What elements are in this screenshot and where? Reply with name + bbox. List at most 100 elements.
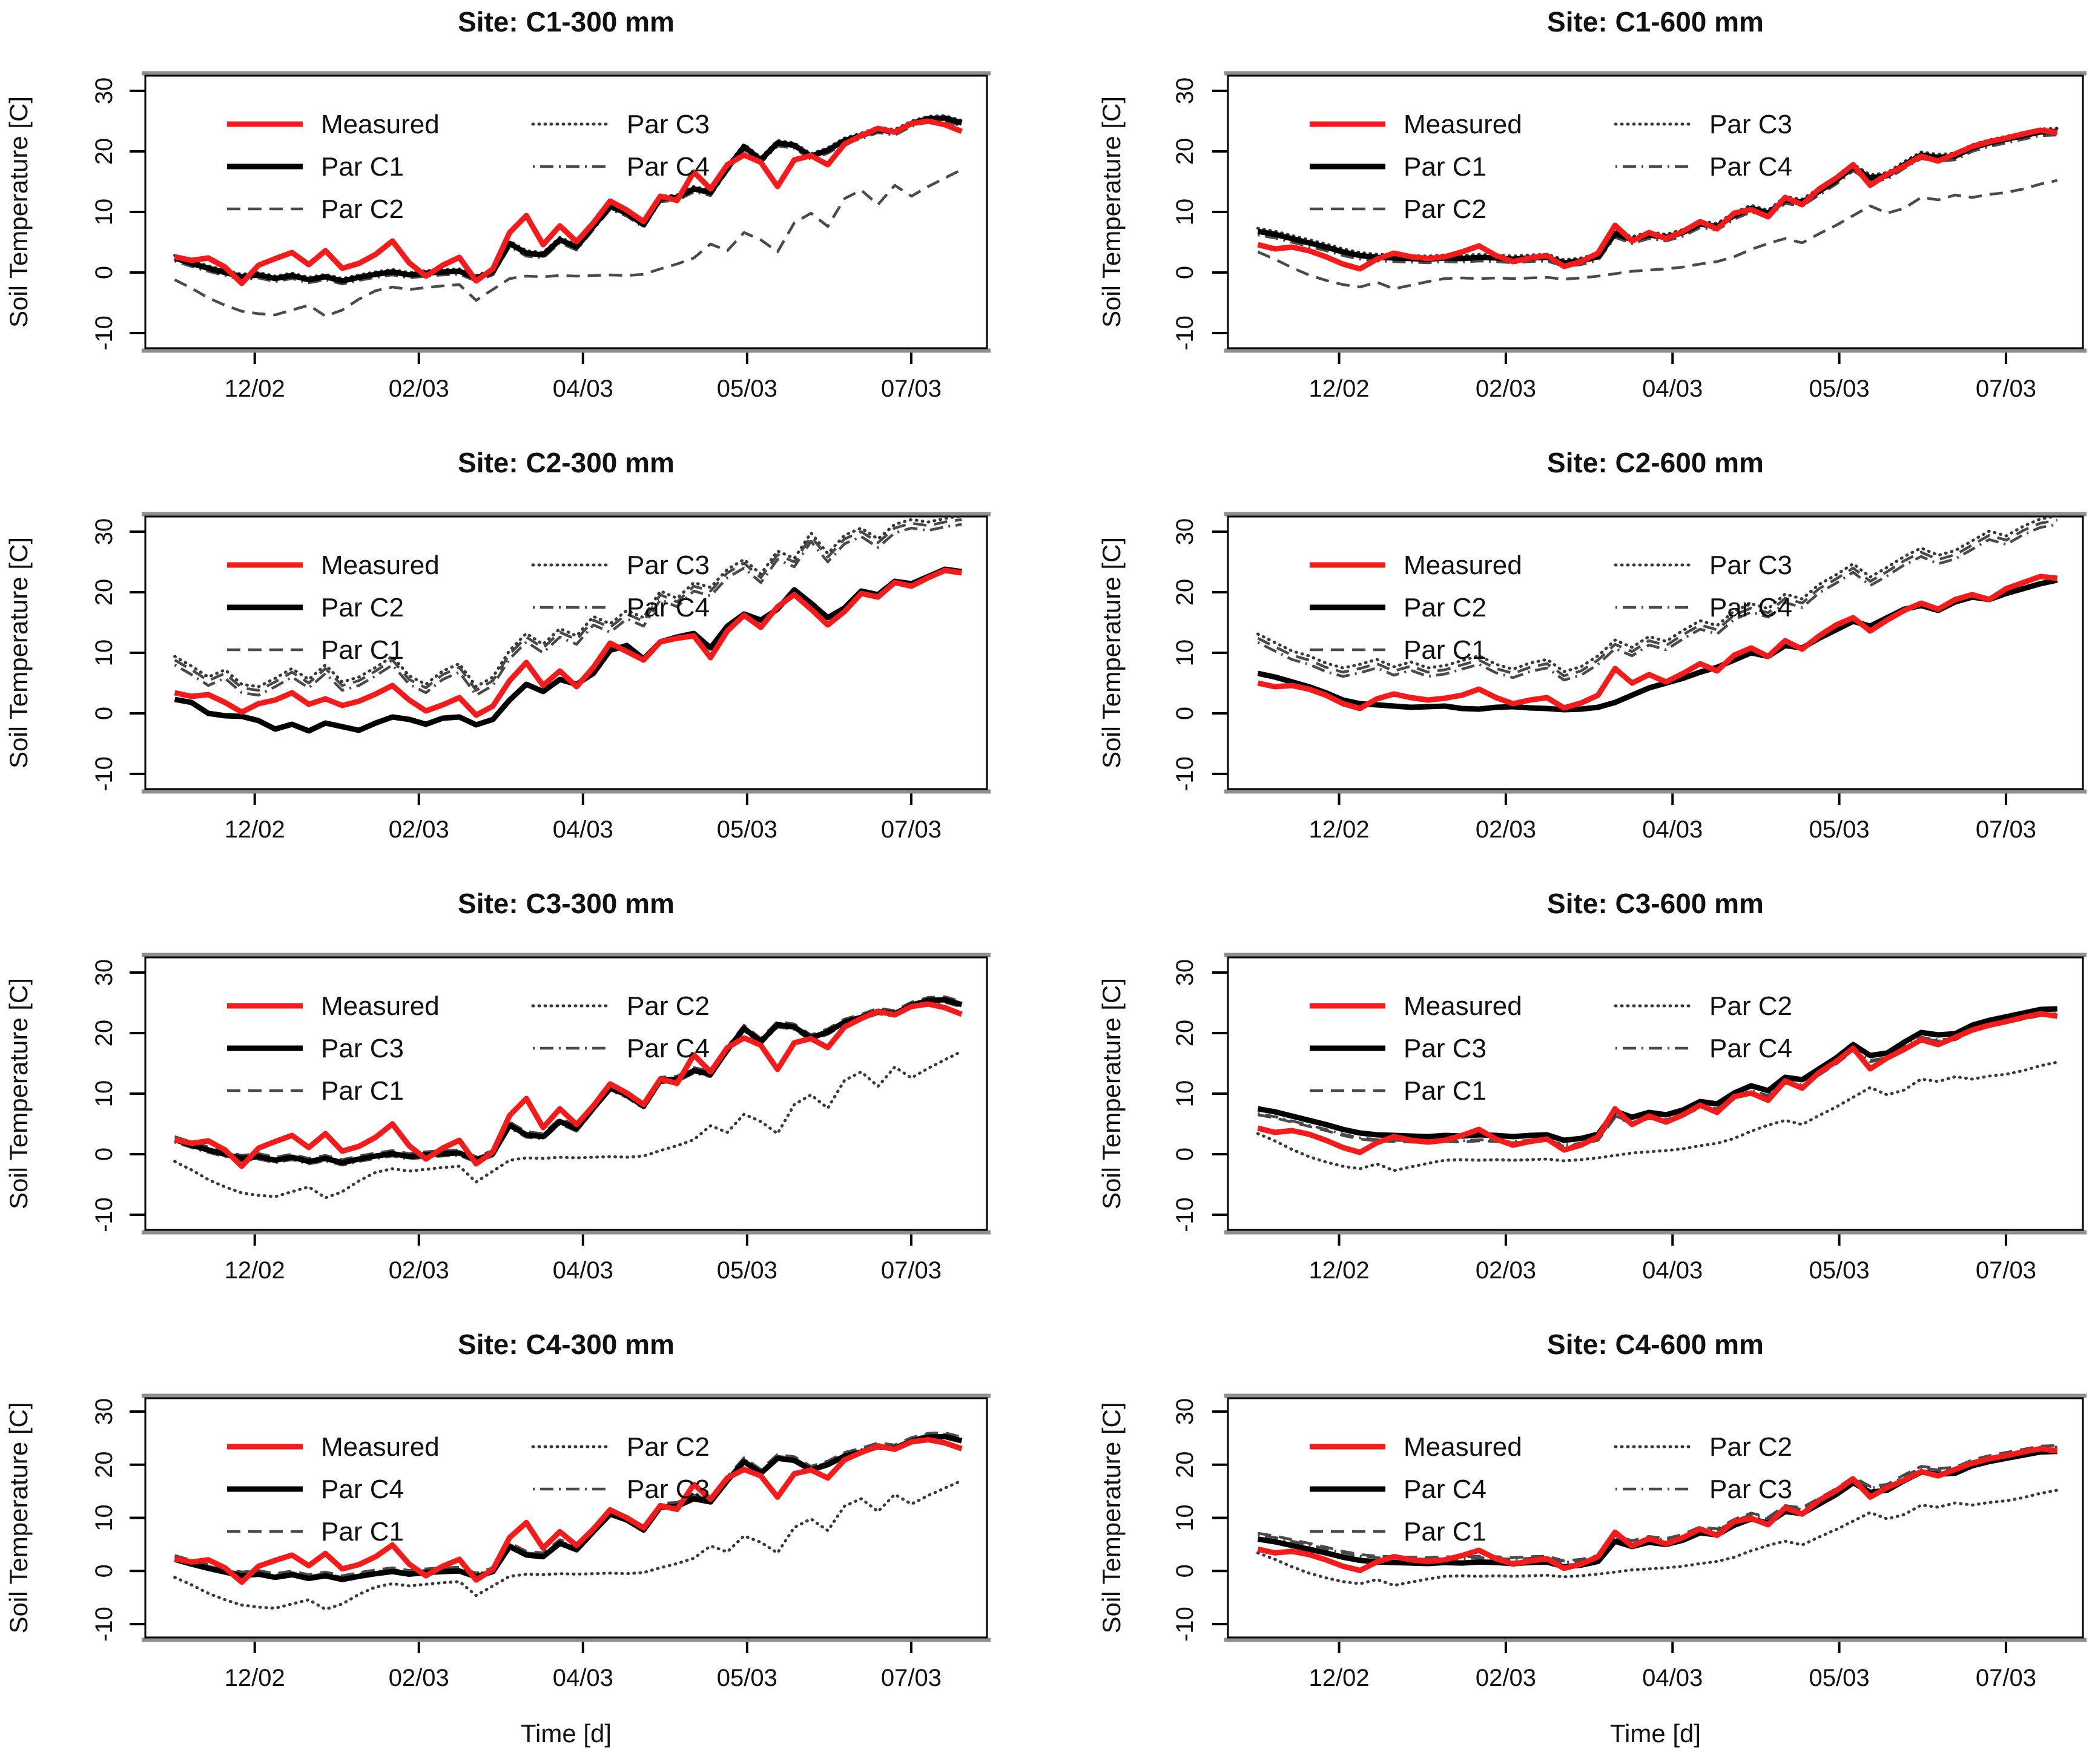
series-line-par-c1 xyxy=(174,518,962,692)
y-tick-label: -10 xyxy=(1172,1607,1198,1642)
x-tick-label: 05/03 xyxy=(1809,375,1870,402)
x-tick-label: 05/03 xyxy=(717,816,777,843)
y-tick-label: 20 xyxy=(91,1451,117,1478)
legend-label-par-c3: Par C3 xyxy=(1709,1475,1792,1504)
y-tick-label: 30 xyxy=(1172,959,1198,986)
x-tick-label: 07/03 xyxy=(1976,1665,2036,1691)
y-axis-label: Soil Temperature [C] xyxy=(1097,978,1126,1209)
legend-label-par-c4: Par C4 xyxy=(321,1475,404,1504)
x-tick-label: 04/03 xyxy=(553,1665,613,1691)
legend-label-par-c2: Par C2 xyxy=(1404,593,1487,623)
y-tick-label: 10 xyxy=(1172,199,1198,226)
series-line-par-c1 xyxy=(174,1431,962,1577)
y-tick-label: 0 xyxy=(1172,1564,1198,1577)
legend-label-measured: Measured xyxy=(1404,110,1522,139)
x-tick-label: 05/03 xyxy=(1809,816,1870,843)
y-tick-label: 0 xyxy=(91,707,117,720)
y-tick-label: 20 xyxy=(1172,579,1198,606)
series-line-par-c3 xyxy=(1256,517,2059,673)
series-line-par-c4 xyxy=(174,1433,963,1582)
series-line-measured xyxy=(174,118,963,286)
y-tick-label: 0 xyxy=(1172,266,1198,279)
legend-label-par-c3: Par C3 xyxy=(1709,550,1792,580)
legend-label-par-c3: Par C3 xyxy=(1404,1034,1487,1063)
series-line-measured xyxy=(1257,573,2058,712)
legend-label-par-c4: Par C4 xyxy=(1709,593,1792,623)
series-line-par-c2 xyxy=(1257,577,2058,713)
panel-site-c3-600-mm: Site: C3-600 mm Soil Temperature [C] -10 0 1… xyxy=(1097,888,2087,1284)
y-tick-label: 30 xyxy=(1172,1398,1198,1425)
y-tick-label: 0 xyxy=(91,1564,117,1577)
plot-frame xyxy=(144,515,988,790)
legend-label-par-c1: Par C1 xyxy=(321,1076,404,1106)
legend-label-par-c4: Par C4 xyxy=(1709,1034,1792,1063)
legend-label-par-c1: Par C1 xyxy=(321,635,404,665)
y-tick-label: -10 xyxy=(91,315,117,351)
panel-title: Site: C1-300 mm xyxy=(458,6,675,38)
series-line-measured xyxy=(1257,1011,2058,1155)
x-tick-label: 04/03 xyxy=(1642,1665,1703,1691)
y-tick-label: -10 xyxy=(1172,756,1198,791)
legend-label-par-c1: Par C1 xyxy=(1404,1517,1487,1547)
plot-frame xyxy=(144,1397,988,1639)
y-axis-label: Soil Temperature [C] xyxy=(4,978,33,1209)
legend-label-par-c1: Par C1 xyxy=(1404,152,1487,182)
x-tick-label: 07/03 xyxy=(1976,1257,2036,1284)
x-tick-label: 04/03 xyxy=(1642,816,1703,843)
x-tick-label: 05/03 xyxy=(717,1665,777,1691)
y-tick-label: 10 xyxy=(91,199,117,226)
legend-label-measured: Measured xyxy=(321,1432,440,1462)
x-tick-label: 02/03 xyxy=(389,375,449,402)
x-tick-label: 02/03 xyxy=(389,1665,449,1691)
series-line-measured xyxy=(174,567,962,718)
x-tick-label: 04/03 xyxy=(553,816,613,843)
y-tick-label: 0 xyxy=(1172,1148,1198,1161)
series-line-par-c4 xyxy=(174,523,962,697)
x-tick-label: 12/02 xyxy=(1309,1665,1370,1691)
y-tick-label: 10 xyxy=(91,1080,117,1108)
x-tick-label: 02/03 xyxy=(1476,1257,1536,1284)
x-tick-label: 05/03 xyxy=(1809,1665,1870,1691)
x-tick-label: 04/03 xyxy=(1642,375,1703,402)
legend-label-par-c2: Par C2 xyxy=(1709,991,1792,1021)
series-line-par-c1 xyxy=(1257,128,2057,266)
series-line-par-c2 xyxy=(1257,179,2058,291)
legend-label-par-c1: Par C1 xyxy=(1404,1076,1487,1106)
legend-label-par-c4: Par C4 xyxy=(627,1034,710,1063)
legend-label-par-c3: Par C3 xyxy=(627,1475,710,1504)
panel-site-c3-300-mm: Site: C3-300 mm Soil Temperature [C] -10 0 1… xyxy=(4,888,991,1284)
legend-label-par-c3: Par C3 xyxy=(627,110,710,139)
y-tick-label: 20 xyxy=(91,579,117,606)
panel-title: Site: C3-300 mm xyxy=(458,888,675,919)
panel-site-c2-300-mm: Site: C2-300 mm Soil Temperature [C] -10 0 1… xyxy=(4,447,991,843)
y-tick-label: 20 xyxy=(91,138,117,165)
x-tick-label: 07/03 xyxy=(881,375,942,402)
legend-label-par-c3: Par C3 xyxy=(1709,110,1792,139)
legend-label-measured: Measured xyxy=(321,991,440,1021)
series-line-par-c2 xyxy=(1256,1488,2059,1587)
plot-frame xyxy=(144,74,988,349)
y-tick-label: -10 xyxy=(91,1197,117,1232)
legend-label-par-c4: Par C4 xyxy=(1404,1475,1487,1504)
y-tick-label: 10 xyxy=(1172,1504,1198,1531)
y-axis-label: Soil Temperature [C] xyxy=(4,1402,33,1633)
y-tick-label: 20 xyxy=(1172,1020,1198,1047)
x-axis-label: Time [d] xyxy=(521,1719,612,1748)
x-tick-label: 05/03 xyxy=(1809,1257,1870,1284)
plot-frame xyxy=(144,956,988,1231)
panel-site-c4-300-mm: Site: C4-300 mm Soil Temperature [C] -10 0 1… xyxy=(4,1329,991,1748)
x-tick-label: 12/02 xyxy=(225,816,285,843)
series-line-par-c1 xyxy=(1257,518,2057,678)
panel-site-c1-300-mm: Site: C1-300 mm Soil Temperature [C] -10 0 1… xyxy=(4,6,991,402)
x-axis-label: Time [d] xyxy=(1610,1719,1701,1748)
x-tick-label: 07/03 xyxy=(1976,816,2036,843)
x-tick-label: 12/02 xyxy=(1309,1257,1370,1284)
y-tick-label: 20 xyxy=(1172,138,1198,165)
series-line-par-c4 xyxy=(1257,523,2057,682)
panel-site-c2-600-mm: Site: C2-600 mm Soil Temperature [C] -10 0 1… xyxy=(1097,447,2087,843)
y-tick-label: 10 xyxy=(1172,1080,1198,1108)
y-tick-label: 0 xyxy=(1172,707,1198,720)
x-tick-label: 05/03 xyxy=(717,375,777,402)
panel-title: Site: C3-600 mm xyxy=(1547,888,1764,919)
